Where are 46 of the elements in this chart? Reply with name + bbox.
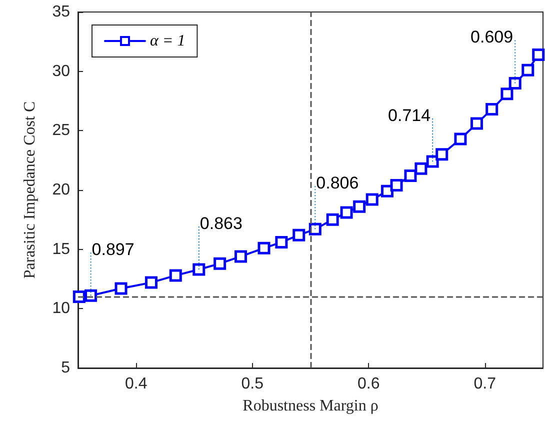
point (144, 276, 158, 289)
x-axis-title: Robustness Margin ρ (242, 398, 378, 414)
point (340, 206, 353, 219)
point (258, 242, 270, 254)
annotation: 0.897 (92, 240, 134, 260)
annotation: 0.806 (316, 174, 359, 193)
point (500, 88, 514, 100)
legend-label: α = 1 (150, 32, 186, 50)
point (380, 184, 394, 198)
y-tick-label: 35 (52, 4, 70, 20)
point (234, 250, 247, 263)
point (486, 103, 498, 116)
point (292, 228, 306, 242)
y-tick-label: 10 (52, 300, 70, 318)
annotation: 0.609 (470, 28, 514, 47)
point (426, 155, 439, 168)
annotation: 0.714 (388, 106, 431, 126)
point (522, 64, 534, 76)
point (404, 170, 417, 182)
x-tick-label: 0.5 (241, 376, 264, 392)
point (436, 148, 448, 161)
point (114, 282, 128, 295)
point (366, 193, 378, 206)
x-tick-label: 0.4 (125, 376, 148, 392)
y-tick-label: 5 (61, 360, 70, 376)
point (414, 162, 428, 175)
y-axis-title: Parasitic Impedance Cost C (22, 101, 38, 279)
point (470, 117, 483, 130)
y-tick-label: 20 (52, 182, 70, 198)
y-tick-label: 25 (52, 122, 70, 140)
point (72, 290, 86, 304)
x-tick-label: 0.6 (358, 376, 380, 392)
point (275, 236, 288, 248)
point (454, 132, 467, 146)
point (192, 263, 206, 276)
point (326, 213, 339, 226)
point (390, 179, 403, 192)
x-tick-label: 0.7 (474, 376, 496, 392)
point (169, 269, 182, 282)
point (214, 257, 226, 270)
y-tick-label: 30 (52, 62, 70, 80)
point (532, 48, 545, 61)
annotation: 0.863 (200, 214, 242, 234)
y-tick-label: 15 (52, 240, 70, 258)
point (353, 200, 366, 213)
point (508, 76, 522, 90)
